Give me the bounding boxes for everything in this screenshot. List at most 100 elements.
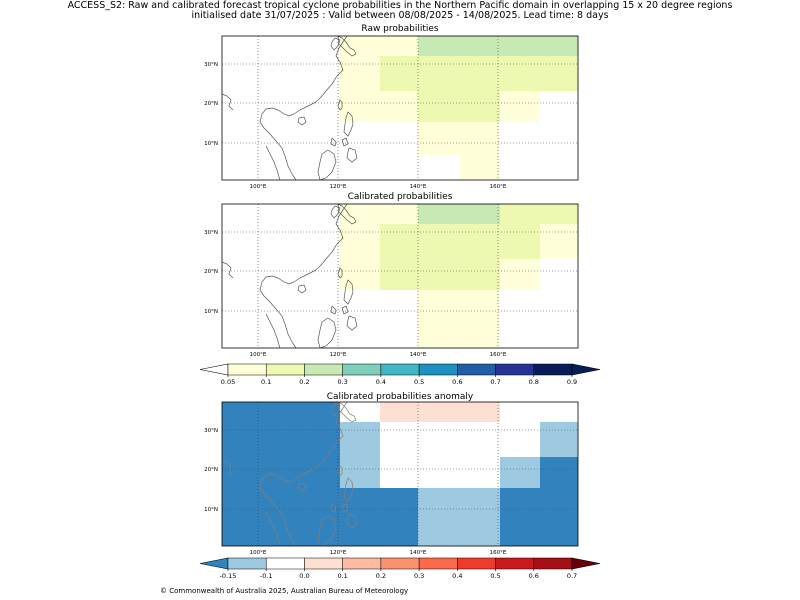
colorbar-swatch — [342, 363, 382, 376]
coastline — [337, 267, 343, 279]
colorbar-tick-label: 0.2 — [376, 572, 386, 580]
coastline — [341, 305, 349, 315]
coastline — [346, 513, 358, 529]
coastline — [297, 116, 307, 126]
coastline — [265, 145, 281, 180]
region-cell — [418, 91, 500, 122]
colorbar-tick-label: 0.7 — [567, 572, 577, 580]
region-cell — [500, 290, 578, 348]
longitude-label: 160°E — [490, 550, 507, 556]
region-cell — [500, 457, 540, 488]
colorbar-tick-label: 0.1 — [261, 378, 271, 386]
coastline — [337, 204, 357, 225]
coastline — [330, 305, 337, 315]
figure-title-line2: initialised date 31/07/2025 : Valid betw… — [191, 10, 609, 21]
probability-colorbar: 0.05 0.1 0.2 0.3 0.4 0.5 0.6 0.7 0.8 0.9 — [199, 363, 601, 386]
colorbar-tick-label: -0.15 — [220, 572, 237, 580]
longitude-label: 100°E — [250, 550, 267, 556]
coastline — [222, 459, 234, 477]
colorbar-tick-label: 0.3 — [337, 378, 347, 386]
region-cell — [540, 91, 578, 122]
colorbar-swatch — [265, 363, 305, 376]
latitude-label: 30°N — [204, 428, 218, 434]
colorbar-tick-label: 0.4 — [376, 378, 386, 386]
latitude-label: 20°N — [204, 269, 218, 275]
colorbar-tick-label: 0.6 — [452, 378, 462, 386]
colorbar-tick-label: 0.0 — [299, 572, 309, 580]
calibrated-panel-title: Calibrated probabilities — [347, 192, 453, 202]
raw-probabilities-map: 100°E 120°E 140°E 160°E 30°N 20°N 10°N — [204, 35, 579, 190]
coastline — [337, 465, 343, 477]
coastline — [330, 503, 337, 513]
colorbar-swatch — [495, 557, 535, 570]
colorbar-tick-label: 0.05 — [221, 378, 235, 386]
region-cell — [500, 224, 540, 259]
colorbar-tick-label: 0.6 — [529, 572, 539, 580]
longitude-label: 160°E — [490, 352, 507, 358]
coastline — [346, 315, 358, 331]
longitude-label: 100°E — [250, 184, 267, 190]
coastline — [222, 261, 234, 279]
longitude-label: 140°E — [410, 184, 427, 190]
region-cell — [418, 155, 460, 180]
coastline — [317, 515, 337, 546]
coastline — [265, 511, 281, 546]
region-cell — [340, 290, 418, 348]
colorbar-under-extension — [199, 557, 229, 570]
colorbar-tick-label: 0.9 — [567, 378, 577, 386]
raw-panel-title: Raw probabilities — [361, 24, 439, 34]
colorbar-swatch — [304, 363, 343, 376]
colorbar-swatch — [380, 557, 420, 570]
colorbar-swatch — [457, 557, 496, 570]
colorbar-swatch — [380, 363, 420, 376]
colorbar-swatch — [227, 557, 267, 570]
coastline — [343, 279, 354, 305]
colorbar-over-extension — [571, 363, 601, 376]
coastline — [343, 477, 354, 503]
longitude-label: 120°E — [330, 184, 347, 190]
region-cell — [500, 122, 578, 180]
map-frame — [221, 401, 579, 547]
coastline — [337, 99, 343, 111]
figure-title-line1: ACCESS_S2: Raw and calibrated forecast t… — [67, 0, 733, 11]
anomaly-colorbar: -0.15 -0.1 0.0 0.1 0.2 0.3 0.4 0.5 0.6 0.7 — [199, 557, 601, 580]
region-cell — [380, 422, 540, 457]
colorbar-swatch — [342, 557, 382, 570]
anomaly-panel-title: Calibrated probabilities anomaly — [326, 392, 474, 402]
region-cell — [500, 402, 578, 422]
colorbar-swatch — [227, 363, 267, 376]
coastline — [341, 137, 349, 147]
colorbar-over-extension — [571, 557, 601, 570]
region-cell — [380, 224, 500, 290]
colorbar-swatch — [495, 363, 535, 376]
region-cell — [340, 122, 418, 180]
longitude-label: 140°E — [410, 550, 427, 556]
coastline — [265, 313, 281, 348]
region-cell — [540, 259, 578, 290]
colorbar-swatch — [418, 363, 458, 376]
colorbar-tick-label: 0.8 — [529, 378, 539, 386]
coastline — [337, 402, 357, 423]
coastline — [341, 503, 349, 513]
coastline — [346, 147, 358, 163]
colorbar-tick-label: 0.5 — [490, 572, 500, 580]
latitude-label: 30°N — [204, 62, 218, 68]
latitude-label: 20°N — [204, 101, 218, 107]
colorbar-tick-label: 0.3 — [414, 572, 424, 580]
coastline — [297, 482, 307, 492]
latitude-label: 10°N — [204, 507, 218, 513]
region-cell — [418, 204, 500, 224]
latitude-label: 10°N — [204, 141, 218, 147]
latitude-label: 10°N — [204, 309, 218, 315]
colorbar-swatch — [457, 363, 496, 376]
coastline — [222, 93, 234, 111]
colorbar-tick-label: 0.4 — [452, 572, 462, 580]
region-cell — [340, 422, 380, 488]
colorbar-tick-label: 0.1 — [337, 572, 347, 580]
colorbar-swatch — [265, 557, 305, 570]
longitude-label: 100°E — [250, 352, 267, 358]
colorbar-under-extension — [199, 363, 229, 376]
longitude-label: 160°E — [490, 184, 507, 190]
latitude-label: 20°N — [204, 467, 218, 473]
